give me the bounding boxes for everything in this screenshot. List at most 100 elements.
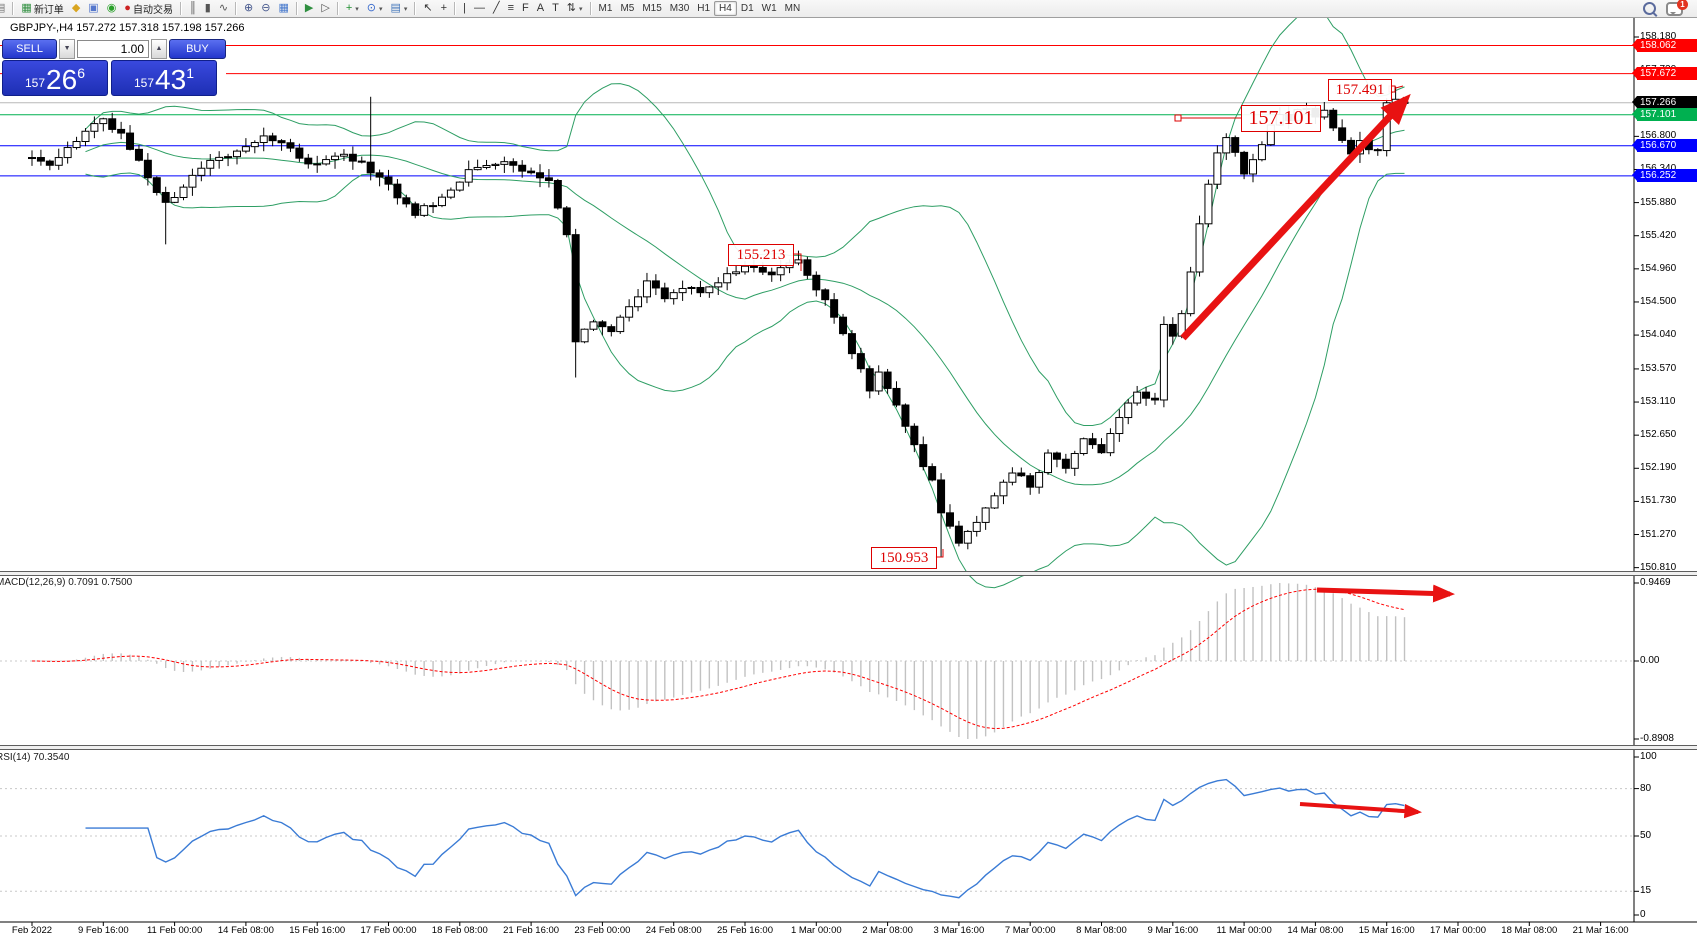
notifications-icon[interactable]: 1 [1666,0,1688,16]
auto-trading-button[interactable]: ● 自动交易 [120,1,177,16]
toolbar-right: 1 [1643,0,1697,16]
price-annotation[interactable]: 150.953 [871,547,937,569]
time-tick-label: Feb 2022 [11,925,53,936]
tile-windows-icon: ▦ [278,2,289,14]
rsi-axis-label: 100 [1640,751,1657,762]
time-tick-label: 17 Mar 00:00 [1430,925,1486,936]
volume-increase-button[interactable]: ▲ [151,39,167,59]
macd-rsi-splitter[interactable] [0,745,1697,750]
text-label-button[interactable]: T [548,1,563,16]
time-tick-label: 11 Mar 00:00 [1216,925,1272,936]
signal-icon: ◉ [106,2,117,14]
chart-shift-button[interactable]: ▷ [317,1,333,16]
candle-chart-button[interactable]: ▮ [201,1,215,16]
signal-button[interactable]: ◉ [103,1,121,16]
timeframe-h1-button[interactable]: H1 [697,3,711,14]
chart-title: GBPJPY-,H4 157.272 157.318 157.198 157.2… [10,22,245,34]
cursor-button[interactable]: ↖ [419,1,436,16]
sell-button[interactable]: SELL [2,39,58,59]
auto-trading-label: 自动交易 [132,5,173,16]
timeframe-d1-button[interactable]: D1 [740,3,754,14]
fibo-expansion-button[interactable]: F [518,1,533,16]
timeframe-m5-button[interactable]: M5 [620,3,635,14]
price-tick-label: 152.190 [1640,462,1677,474]
macd-axis-label: 0.00 [1640,655,1660,666]
price-tick-label: 153.110 [1640,396,1676,408]
time-tick-label: 7 Mar 00:00 [1004,925,1056,936]
chart-macd-splitter[interactable] [0,571,1697,576]
price-annotation[interactable]: 157.101 [1241,105,1321,132]
buy-price-display[interactable]: 157 43 1 [111,60,217,96]
periods-icon: ⊙ [366,2,376,14]
buy-button[interactable]: BUY [168,39,226,59]
auto-scroll-button[interactable]: ▶ [301,1,317,16]
arrows-button[interactable]: ⇅ ▾ [563,1,587,16]
macd-axis-label: -0.8908 [1640,733,1674,744]
timeframe-m1-button[interactable]: M1 [598,3,613,14]
toolbar: ▤ ▦ 新订单 ◆ ▣ ◉ ● 自动交易 ║ ▮ ∿ ⊕ ⊖ ▦ ▶ ▷ + ▾ ⊙ ▾ ▤ ▾ ↖ + | — ╱ ≡ F A T ⇅ ▾ M… [0,0,1697,18]
fibo-icon: ≡ [507,2,514,14]
chart-shift-icon: ▷ [321,2,330,14]
tile-windows-button[interactable]: ▦ [274,1,292,16]
periods-dropdown-icon[interactable]: ▾ [378,5,383,13]
price-level-label: 157.672 [1632,67,1697,81]
price-tick-label: 154.500 [1640,295,1677,307]
trendline-icon: ╱ [492,2,500,14]
timeframe-w1-button[interactable]: W1 [761,3,777,14]
bar-chart-button[interactable]: ║ [185,1,201,16]
timeframe-m15-button[interactable]: M15 [642,3,662,14]
timeframe-h4-button[interactable]: H4 [714,1,737,16]
zoom-out-button[interactable]: ⊖ [257,1,274,16]
fibo-button[interactable]: ≡ [504,1,518,16]
time-tick-label: 15 Mar 16:00 [1358,925,1415,936]
search-icon[interactable] [1643,2,1656,15]
toolbar-separator [235,2,238,15]
sell-price-display[interactable]: 157 26 6 [2,60,108,96]
vline-button[interactable]: | [459,1,470,16]
time-tick-label: 3 Mar 16:00 [933,925,985,936]
time-tick-label: 11 Feb 00:00 [146,925,203,936]
new-order-label: 新订单 [33,5,64,16]
price-marker-notch [1632,67,1637,80]
price-tick-label: 155.420 [1640,229,1677,241]
crosshair-button[interactable]: + [437,1,451,16]
hline-button[interactable]: — [470,1,489,16]
sell-price-sup: 6 [77,65,85,81]
trendline-button[interactable]: ╱ [489,1,504,16]
price-tick-label: 153.570 [1640,362,1677,374]
indicators-dropdown-icon[interactable]: ▾ [355,5,359,13]
seal-icon: ◆ [71,2,81,14]
price-annotation[interactable]: 155.213 [728,244,794,266]
layouts-button[interactable]: ▣ [84,1,102,16]
arrows-dropdown-icon[interactable]: ▾ [579,5,583,13]
price-annotation[interactable]: 157.491 [1328,79,1392,101]
new-order-button[interactable]: ▦ 新订单 [17,1,67,16]
text-button[interactable]: A [533,1,548,16]
hline-icon: — [473,2,485,14]
timeframe-mn-button[interactable]: MN [784,3,801,14]
price-marker-notch [1632,139,1637,152]
time-tick-label: 14 Mar 08:00 [1287,925,1344,936]
toolbar-buttons: ▤ ▦ 新订单 ◆ ▣ ◉ ● 自动交易 ║ ▮ ∿ ⊕ ⊖ ▦ ▶ ▷ + ▾ ⊙ ▾ ▤ ▾ ↖ + | — ╱ ≡ F A T ⇅ ▾ [0,0,587,17]
toolbar-separator [589,2,592,15]
volume-decrease-button[interactable]: ▼ [59,39,76,59]
time-tick-label: 15 Feb 16:00 [289,925,346,936]
seal-button[interactable]: ◆ [68,1,84,16]
templates-dropdown-icon[interactable]: ▾ [403,5,408,13]
macd-axis-label: 0.9469 [1640,577,1671,588]
toolbar-separator [295,2,298,15]
time-tick-label: 18 Mar 08:00 [1501,925,1558,936]
price-tick-label: 152.650 [1640,429,1677,441]
indicators-icon: + [345,2,353,14]
time-tick-label: 23 Feb 00:00 [574,925,631,936]
toolbar-separator [179,2,182,15]
time-tick-label: 21 Feb 16:00 [503,925,560,936]
periods-button[interactable]: ⊙ ▾ [363,1,387,16]
indicators-button[interactable]: + ▾ [342,1,363,16]
line-chart-button[interactable]: ∿ [215,1,232,16]
timeframe-m30-button[interactable]: M30 [669,3,690,14]
templates-button[interactable]: ▤ ▾ [387,1,412,16]
chart-window-button[interactable]: ▤ [0,1,9,16]
zoom-in-button[interactable]: ⊕ [240,1,257,16]
volume-input[interactable] [77,40,150,58]
